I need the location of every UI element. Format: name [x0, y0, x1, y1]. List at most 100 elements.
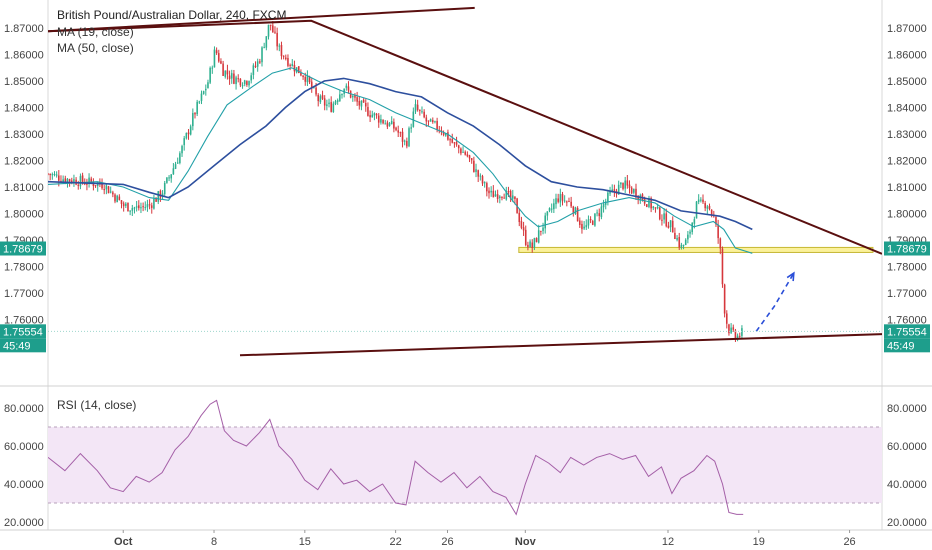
- zone-price-left: 1.78679: [3, 244, 43, 256]
- candle: [386, 122, 389, 127]
- left-price-tick: 1.82000: [4, 156, 44, 168]
- candle: [306, 75, 309, 83]
- right-price-tick: 1.85000: [887, 76, 927, 88]
- candle: [557, 198, 559, 202]
- left-price-tick: 1.81000: [4, 182, 44, 194]
- countdown-left: 45:49: [3, 340, 31, 352]
- candle: [457, 145, 460, 149]
- candle: [522, 227, 525, 231]
- time-tick-label: 26: [441, 536, 453, 548]
- candle: [578, 220, 581, 225]
- candle: [423, 111, 425, 118]
- candle: [563, 200, 566, 202]
- candle: [107, 186, 110, 194]
- candle: [622, 183, 624, 189]
- candle: [635, 188, 637, 198]
- candle: [384, 123, 387, 125]
- candle: [447, 132, 449, 140]
- candle: [334, 101, 337, 105]
- candle: [168, 177, 170, 179]
- candle: [148, 204, 151, 206]
- ma19-legend[interactable]: MA (19, close): [57, 25, 134, 39]
- candle: [137, 205, 140, 209]
- candle: [272, 25, 274, 33]
- candle: [297, 66, 300, 74]
- candle: [540, 230, 542, 232]
- price-pane: [48, 6, 882, 357]
- candle: [520, 221, 523, 228]
- candle: [233, 73, 235, 84]
- right-price-tick: 1.86000: [887, 50, 927, 62]
- candle: [501, 197, 503, 199]
- candle: [263, 47, 265, 49]
- candle: [261, 47, 263, 63]
- candle: [626, 180, 629, 186]
- candle: [652, 206, 655, 209]
- rsi-legend[interactable]: RSI (14, close): [57, 398, 137, 412]
- candle: [464, 151, 467, 155]
- projection-arrowhead: [786, 271, 795, 282]
- candle: [628, 184, 631, 188]
- candle: [591, 220, 594, 225]
- candle: [131, 208, 134, 211]
- right-rsi-tick: 80.0000: [887, 403, 927, 415]
- ma50-legend[interactable]: MA (50, close): [57, 41, 134, 55]
- candle: [287, 57, 289, 66]
- candle: [529, 241, 531, 248]
- candle: [468, 155, 471, 159]
- candle: [347, 86, 350, 91]
- candle: [466, 154, 469, 157]
- candle: [129, 210, 131, 212]
- right-price-tick: 1.80000: [887, 209, 927, 221]
- candle: [553, 203, 555, 210]
- candle: [105, 185, 108, 190]
- candle: [680, 244, 683, 248]
- candle: [146, 204, 149, 208]
- candle: [548, 208, 551, 211]
- candle: [678, 237, 681, 248]
- right-price-tick: 1.76000: [887, 315, 927, 327]
- candle: [570, 201, 572, 207]
- candle: [676, 237, 678, 240]
- candle: [494, 194, 497, 197]
- candle: [624, 180, 626, 189]
- candle: [187, 132, 190, 135]
- last-price-right-bg: [884, 324, 930, 339]
- right-price-tick: 1.84000: [887, 103, 927, 115]
- candle: [155, 198, 157, 202]
- candle: [181, 146, 183, 154]
- candle: [704, 203, 706, 209]
- candle: [237, 78, 240, 80]
- candle: [304, 76, 307, 82]
- candle: [267, 24, 270, 37]
- candle: [527, 244, 529, 248]
- candle: [514, 196, 516, 200]
- candle: [198, 101, 201, 103]
- candle: [663, 213, 665, 220]
- candle: [505, 190, 508, 200]
- left-price-tick: 1.80000: [4, 209, 44, 221]
- candle: [546, 211, 549, 216]
- candle: [503, 197, 505, 199]
- left-price-tick: 1.84000: [4, 103, 44, 115]
- candle: [332, 103, 335, 113]
- candle: [356, 97, 358, 102]
- candle: [572, 206, 575, 214]
- candle: [706, 206, 709, 209]
- candle: [587, 219, 590, 226]
- candle: [235, 77, 237, 85]
- candle: [220, 61, 222, 64]
- candle: [511, 195, 514, 199]
- candle: [531, 242, 534, 248]
- candle: [594, 213, 596, 226]
- candle: [455, 142, 458, 145]
- candle: [90, 178, 93, 183]
- candle: [602, 203, 605, 208]
- candle: [658, 207, 661, 220]
- candle: [189, 126, 192, 135]
- candle: [49, 173, 51, 176]
- candle: [176, 162, 179, 164]
- candle: [310, 81, 313, 89]
- candle: [226, 70, 229, 75]
